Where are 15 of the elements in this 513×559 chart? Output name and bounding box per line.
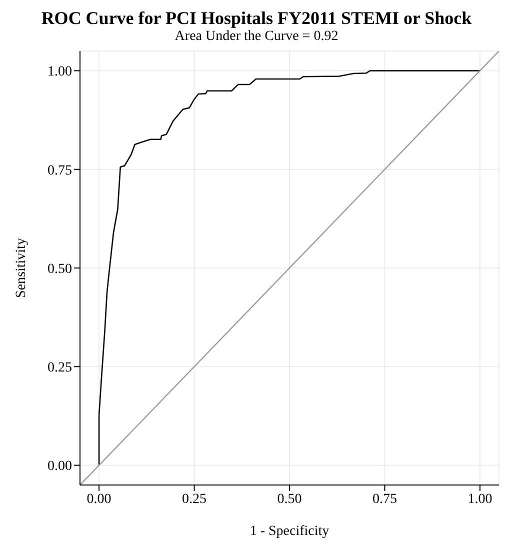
x-tick-label: 0.75 [372, 492, 397, 507]
y-tick-label: 0.00 [48, 459, 72, 474]
y-tick-label: 1.00 [48, 64, 72, 80]
x-tick-label: 0.00 [86, 492, 112, 507]
y-tick-label: 0.25 [48, 360, 72, 376]
y-tick-label: 0.50 [48, 262, 72, 277]
x-tick-label: 0.25 [182, 492, 207, 507]
line-series [98, 70, 481, 466]
chart-title: ROC Curve for PCI Hospitals FY2011 STEMI or Shock [40, 8, 473, 29]
chart-subtitle: Area Under the Curve = 0.92 [174, 29, 340, 45]
x-tick-label: 1.00 [468, 492, 492, 507]
x-tick-label: 0.50 [277, 492, 302, 507]
x-axis-title: 1 - Specificity [250, 524, 330, 539]
y-tick-label: 0.75 [48, 163, 72, 178]
y-axis-title: Sensitivity [14, 238, 29, 298]
